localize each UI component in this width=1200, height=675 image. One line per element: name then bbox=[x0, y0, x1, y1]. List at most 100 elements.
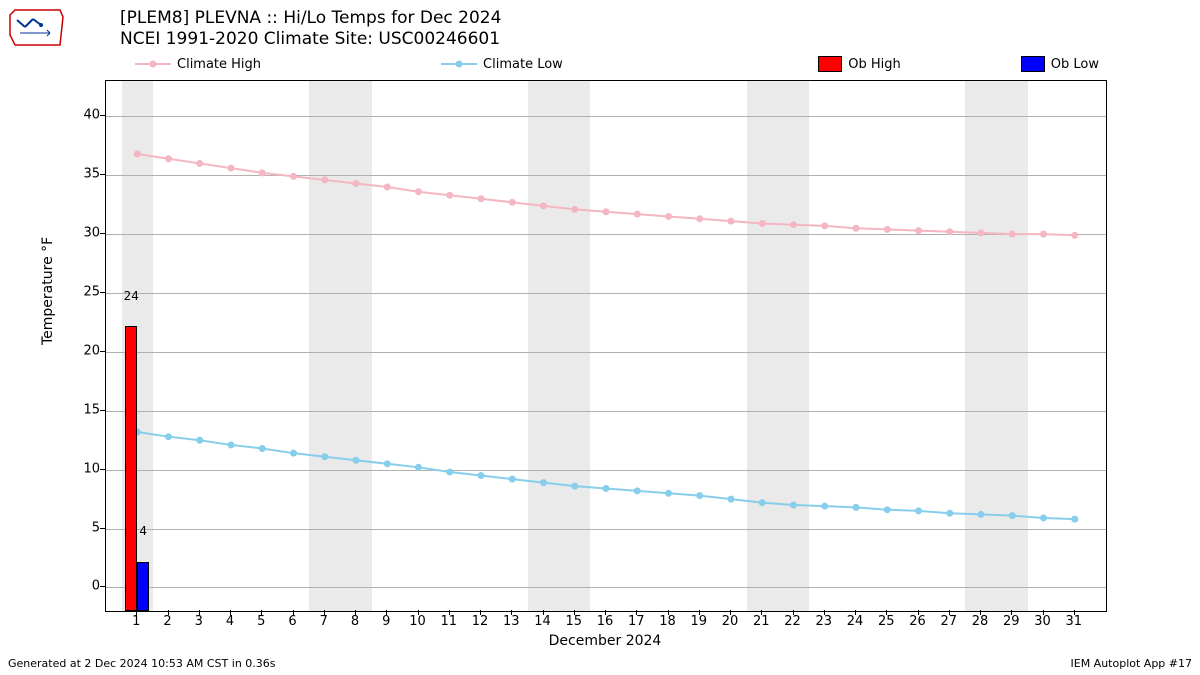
x-tick-label: 10 bbox=[409, 614, 426, 629]
climate-low-series bbox=[106, 81, 1106, 611]
x-tick-label: 3 bbox=[195, 614, 203, 629]
x-tick-mark bbox=[699, 610, 700, 615]
x-tick-mark bbox=[418, 610, 419, 615]
plot-area: 24 4 bbox=[105, 80, 1107, 612]
x-tick-mark bbox=[293, 610, 294, 615]
x-tick-label: 14 bbox=[534, 614, 551, 629]
x-tick-label: 24 bbox=[847, 614, 864, 629]
x-tick-label: 4 bbox=[226, 614, 234, 629]
y-tick-mark bbox=[100, 351, 105, 352]
x-tick-mark bbox=[386, 610, 387, 615]
x-tick-mark bbox=[543, 610, 544, 615]
y-tick-mark bbox=[100, 586, 105, 587]
x-tick-mark bbox=[511, 610, 512, 615]
x-tick-label: 13 bbox=[503, 614, 520, 629]
x-tick-label: 11 bbox=[440, 614, 457, 629]
x-tick-label: 8 bbox=[351, 614, 359, 629]
legend-label: Climate High bbox=[177, 57, 261, 72]
ob-low-bar-label: 4 bbox=[139, 524, 147, 538]
y-tick-mark bbox=[100, 115, 105, 116]
iem-logo bbox=[5, 5, 65, 50]
y-tick-mark bbox=[100, 410, 105, 411]
legend-swatch-icon bbox=[1021, 56, 1045, 72]
x-tick-label: 2 bbox=[163, 614, 171, 629]
legend-label: Ob High bbox=[848, 57, 901, 72]
x-tick-mark bbox=[668, 610, 669, 615]
legend-label: Climate Low bbox=[483, 57, 563, 72]
x-tick-mark bbox=[886, 610, 887, 615]
x-tick-label: 27 bbox=[940, 614, 957, 629]
footer-app: IEM Autoplot App #17 bbox=[1071, 657, 1193, 670]
x-tick-mark bbox=[355, 610, 356, 615]
x-tick-mark bbox=[230, 610, 231, 615]
y-tick-label: 35 bbox=[70, 167, 100, 182]
x-tick-mark bbox=[1074, 610, 1075, 615]
x-tick-mark bbox=[730, 610, 731, 615]
y-tick-mark bbox=[100, 233, 105, 234]
ob-low-bar bbox=[137, 562, 149, 611]
legend-climate-low: Climate Low bbox=[441, 57, 563, 72]
x-tick-mark bbox=[136, 610, 137, 615]
y-tick-mark bbox=[100, 528, 105, 529]
x-tick-label: 20 bbox=[722, 614, 739, 629]
legend-line-icon bbox=[135, 63, 171, 65]
x-tick-mark bbox=[824, 610, 825, 615]
legend-ob-high: Ob High bbox=[818, 56, 901, 72]
legend-ob-low: Ob Low bbox=[1021, 56, 1099, 72]
title-line-1: [PLEM8] PLEVNA :: Hi/Lo Temps for Dec 20… bbox=[120, 8, 501, 29]
ob-high-bar-label: 24 bbox=[124, 289, 139, 303]
x-tick-label: 26 bbox=[909, 614, 926, 629]
x-axis-label: December 2024 bbox=[549, 633, 662, 649]
x-tick-mark bbox=[855, 610, 856, 615]
x-tick-mark bbox=[949, 610, 950, 615]
x-tick-mark bbox=[261, 610, 262, 615]
x-tick-label: 7 bbox=[320, 614, 328, 629]
y-tick-mark bbox=[100, 174, 105, 175]
x-tick-label: 12 bbox=[472, 614, 489, 629]
legend-line-icon bbox=[441, 63, 477, 65]
y-tick-label: 20 bbox=[70, 343, 100, 358]
x-tick-mark bbox=[605, 610, 606, 615]
footer-generated: Generated at 2 Dec 2024 10:53 AM CST in … bbox=[8, 657, 276, 670]
legend: Climate High Climate Low Ob High Ob Low bbox=[125, 52, 1105, 76]
x-tick-mark bbox=[168, 610, 169, 615]
y-tick-label: 10 bbox=[70, 461, 100, 476]
x-tick-mark bbox=[449, 610, 450, 615]
x-tick-mark bbox=[980, 610, 981, 615]
y-tick-label: 0 bbox=[70, 579, 100, 594]
x-tick-label: 23 bbox=[815, 614, 832, 629]
x-tick-mark bbox=[199, 610, 200, 615]
y-tick-label: 40 bbox=[70, 108, 100, 123]
y-axis-label: Temperature °F bbox=[40, 237, 56, 345]
chart-title: [PLEM8] PLEVNA :: Hi/Lo Temps for Dec 20… bbox=[120, 8, 501, 51]
y-tick-mark bbox=[100, 292, 105, 293]
x-tick-label: 31 bbox=[1065, 614, 1082, 629]
x-tick-mark bbox=[1011, 610, 1012, 615]
x-tick-label: 28 bbox=[972, 614, 989, 629]
x-tick-label: 25 bbox=[878, 614, 895, 629]
x-tick-mark bbox=[918, 610, 919, 615]
x-tick-label: 29 bbox=[1003, 614, 1020, 629]
x-tick-mark bbox=[324, 610, 325, 615]
x-tick-mark bbox=[761, 610, 762, 615]
legend-swatch-icon bbox=[818, 56, 842, 72]
legend-climate-high: Climate High bbox=[135, 57, 261, 72]
x-tick-label: 19 bbox=[690, 614, 707, 629]
y-tick-label: 15 bbox=[70, 402, 100, 417]
x-tick-mark bbox=[480, 610, 481, 615]
y-tick-label: 25 bbox=[70, 285, 100, 300]
x-tick-mark bbox=[574, 610, 575, 615]
ob-high-bar bbox=[125, 326, 137, 611]
y-tick-mark bbox=[100, 469, 105, 470]
x-tick-mark bbox=[636, 610, 637, 615]
x-tick-label: 9 bbox=[382, 614, 390, 629]
x-tick-label: 6 bbox=[288, 614, 296, 629]
x-tick-label: 17 bbox=[628, 614, 645, 629]
x-tick-label: 1 bbox=[132, 614, 140, 629]
x-tick-label: 18 bbox=[659, 614, 676, 629]
x-tick-label: 5 bbox=[257, 614, 265, 629]
y-tick-label: 30 bbox=[70, 226, 100, 241]
x-tick-label: 22 bbox=[784, 614, 801, 629]
x-tick-label: 21 bbox=[753, 614, 770, 629]
x-tick-mark bbox=[1043, 610, 1044, 615]
